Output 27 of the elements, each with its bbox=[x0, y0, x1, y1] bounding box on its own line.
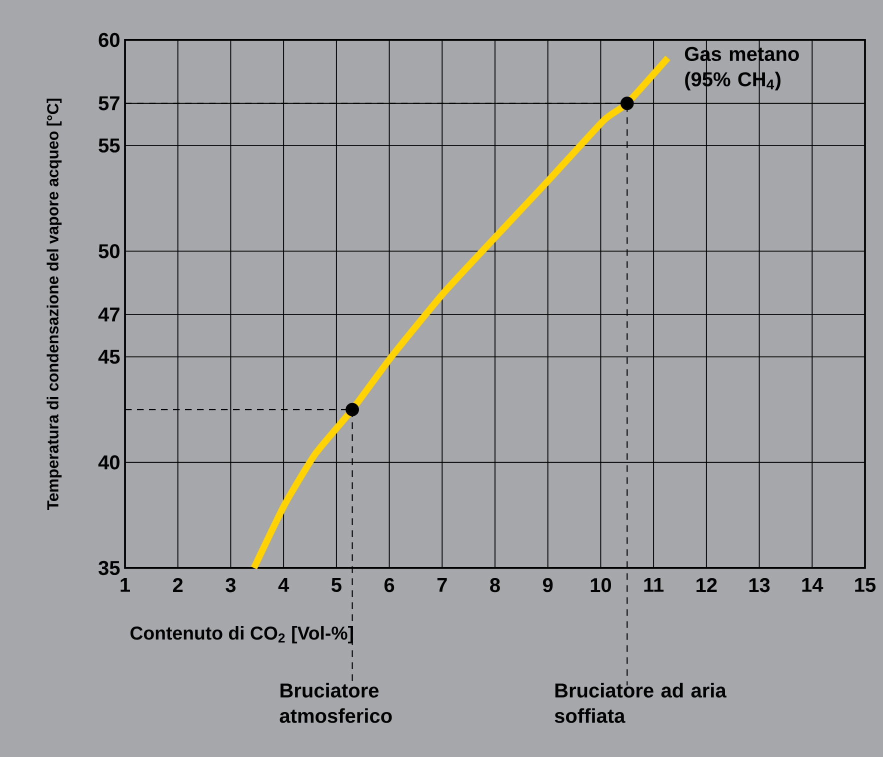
y-tick-label: 57 bbox=[98, 96, 120, 110]
y-axis-title: Temperatura di condensazione del vapore acqueo [°C] bbox=[46, 98, 62, 510]
y-tick-label: 55 bbox=[98, 138, 120, 153]
x-tick-label: 11 bbox=[644, 578, 664, 592]
x-tick-label: 14 bbox=[802, 578, 824, 592]
x-axis-title: Contenuto di CO$_{2}$ [Vol-%] bbox=[130, 626, 353, 644]
x-tick-label: 10 bbox=[590, 578, 611, 592]
x-tick-label: 2 bbox=[172, 578, 183, 592]
x-tick-label: 1 bbox=[120, 578, 130, 592]
x-tick-label: 7 bbox=[437, 578, 447, 592]
x-tick-label: 12 bbox=[696, 578, 717, 592]
y-tick-label: 47 bbox=[98, 308, 120, 322]
x-tick-label: 5 bbox=[331, 578, 342, 592]
x-tick-label: 8 bbox=[490, 578, 500, 592]
x-tick-label: 6 bbox=[384, 578, 394, 592]
x-tick-label: 9 bbox=[542, 578, 553, 592]
y-tick-label: 45 bbox=[98, 350, 120, 364]
y-tick-label: 35 bbox=[98, 560, 120, 576]
x-tick-label: 4 bbox=[278, 578, 290, 592]
y-tick-label: 40 bbox=[98, 455, 120, 470]
x-tick-label: 13 bbox=[749, 578, 770, 592]
text: Bruciatore ad aria soffiata bbox=[554, 682, 726, 723]
text: Bruciatore atmosferico bbox=[280, 682, 392, 723]
y-tick-label: 60 bbox=[98, 32, 120, 48]
x-tick-label: 3 bbox=[226, 578, 236, 592]
x-tick-label: 15 bbox=[855, 578, 876, 592]
y-tick-label: 50 bbox=[98, 244, 120, 258]
